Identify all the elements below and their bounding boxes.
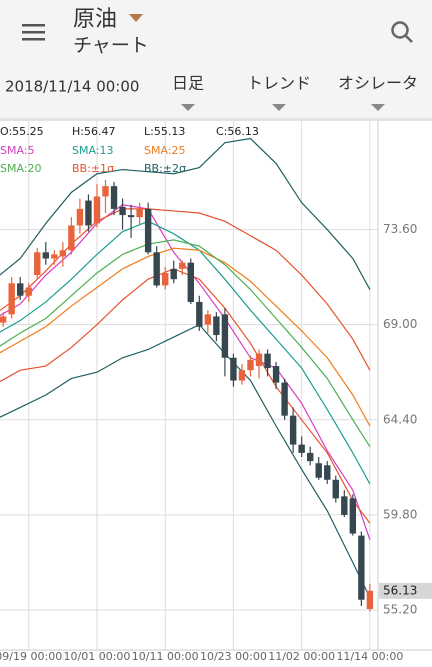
y-tick-label: 73.60 [383, 222, 417, 236]
candle-body [76, 208, 84, 226]
candle-body [34, 252, 41, 276]
candle-body [25, 287, 32, 296]
candle-body [247, 359, 254, 371]
candle-body [127, 215, 135, 218]
candle-body [341, 496, 348, 515]
ohlc-label: H:56.47 [72, 125, 115, 138]
legend-entry: SMA:25 [144, 144, 186, 157]
legend-entry: SMA:20 [0, 162, 42, 175]
menu-bar [22, 38, 45, 41]
candle-body [110, 186, 118, 209]
candle-body [8, 283, 15, 315]
tab[interactable]: トレンド [247, 74, 311, 93]
candle-body [306, 452, 314, 462]
ohlc-label: L:55.13 [144, 125, 185, 138]
search-button[interactable] [391, 21, 413, 43]
candle-body [332, 479, 339, 499]
indicator-line [0, 220, 371, 485]
x-tick-label: 10/01 00:00 [64, 650, 131, 663]
title-dropdown[interactable] [129, 14, 143, 22]
search-icon [391, 21, 409, 39]
candle-body [93, 196, 101, 224]
candle-body [170, 268, 177, 280]
candle-body [213, 316, 220, 336]
candle-body [204, 314, 212, 325]
candle-body [358, 535, 365, 600]
tab-dropdown [181, 104, 195, 111]
candle-body [85, 200, 92, 226]
x-tick-label: 11/02 00:00 [268, 650, 335, 663]
chart: 55.20 59.80 64.40 69.00 73.60 09/19 00:00 10/0… [0, 121, 432, 663]
tab-dropdown [272, 104, 286, 111]
indicator-line [0, 204, 371, 540]
x-tick-label: 09/19 00:00 [0, 650, 62, 663]
candle-body [187, 262, 194, 302]
candle-body [264, 353, 271, 369]
candle-body [315, 463, 322, 478]
candle-body [366, 590, 374, 610]
candle-body [349, 498, 357, 534]
search-icon [404, 34, 413, 43]
y-tick-label: 64.40 [383, 412, 417, 426]
last-price-box [379, 582, 432, 599]
title[interactable]: 原油 [73, 7, 117, 32]
candle-body [221, 314, 229, 358]
candle-body [324, 465, 331, 480]
candle-body [136, 208, 143, 218]
ohlc-label: C:56.13 [216, 125, 259, 138]
indicator-line [0, 137, 371, 290]
candle-body [68, 225, 75, 251]
indicator-line [0, 239, 371, 448]
candle-body [255, 353, 263, 367]
y-tick-label: 55.20 [383, 603, 417, 617]
indicator-line [0, 208, 371, 371]
candle-body [230, 357, 237, 381]
subtitle: チャート [73, 35, 149, 57]
candle-body [162, 272, 169, 286]
y-tick-label: 69.00 [383, 317, 417, 331]
x-tick-label: 11/14 00:00 [336, 650, 403, 663]
candle-body [59, 250, 67, 257]
legend-entry: SMA:13 [72, 144, 114, 157]
candle-body [42, 252, 50, 259]
candle-body [0, 316, 7, 323]
x-tick-label: 10/11 00:00 [132, 650, 199, 663]
app-bar-shadow [0, 118, 432, 121]
legend-entry: SMA:5 [0, 144, 35, 157]
indicator-line [0, 268, 371, 524]
legend-entry: BB:±1σ [72, 162, 114, 175]
ohlc-label: O:55.25 [0, 125, 44, 138]
candle-body [272, 366, 280, 383]
indicator-line [0, 323, 371, 598]
candle-body [179, 262, 186, 269]
tab[interactable]: 日足 [172, 74, 204, 93]
candle-body [298, 444, 305, 453]
menu-bar [22, 24, 45, 27]
tab[interactable]: オシレータ [338, 74, 418, 93]
candle-body [119, 206, 126, 216]
x-tick-label: 10/23 00:00 [200, 650, 267, 663]
menu-button[interactable] [22, 24, 45, 41]
candle-body [153, 252, 160, 286]
datetime: 2018/11/14 00:00 [5, 78, 139, 96]
last-price-label: 56.13 [383, 583, 417, 597]
candle-body [281, 382, 288, 416]
candle-body [289, 415, 297, 445]
candle-body [102, 186, 109, 197]
y-tick-label: 59.80 [383, 507, 417, 521]
candle-body [238, 370, 246, 381]
candle-body [196, 301, 203, 327]
candle-body [51, 254, 58, 259]
menu-bar [22, 31, 45, 34]
legend-entry: BB:±2σ [144, 162, 186, 175]
tab-dropdown [371, 104, 385, 111]
candle-body [144, 208, 152, 253]
candle-body [17, 283, 24, 296]
app-bar [0, 0, 432, 120]
indicator-line [0, 247, 371, 427]
